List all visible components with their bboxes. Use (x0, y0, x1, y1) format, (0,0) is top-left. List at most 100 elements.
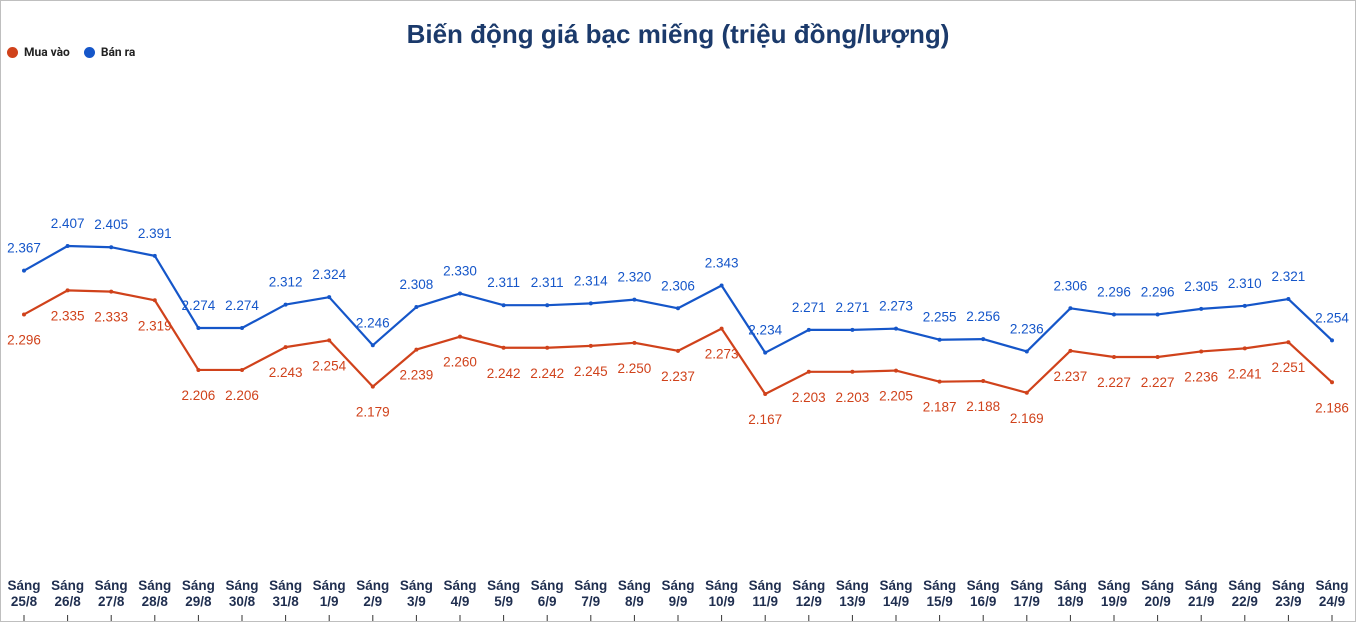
point (1199, 349, 1204, 354)
x-tick-label: Sáng 23/9 (1271, 578, 1305, 609)
point (1330, 338, 1334, 343)
data-label: 2.237 (661, 369, 695, 384)
data-label: 2.273 (879, 299, 913, 314)
data-label: 2.391 (138, 226, 172, 241)
data-label: 2.227 (1097, 375, 1131, 390)
x-tick-label: Sáng 28/8 (138, 578, 172, 609)
point (1242, 303, 1247, 308)
data-label: 2.239 (400, 368, 434, 383)
data-label: 2.251 (1272, 360, 1306, 375)
point (240, 326, 244, 331)
x-tick-label: Sáng 31/8 (269, 578, 303, 609)
x-tick-label: Sáng 1/9 (312, 578, 346, 609)
data-label: 2.179 (356, 405, 390, 420)
data-label: 2.273 (705, 347, 739, 362)
data-label: 2.296 (1141, 284, 1175, 299)
data-label: 2.236 (1010, 321, 1044, 336)
point (937, 337, 942, 342)
x-tick-label: Sáng 20/9 (1141, 578, 1175, 609)
point (850, 369, 855, 374)
point (1024, 349, 1029, 354)
point (1286, 297, 1291, 302)
data-label: 2.311 (487, 275, 520, 290)
legend-item: Mua vào (7, 45, 70, 59)
data-label: 2.271 (792, 300, 826, 315)
data-label: 2.237 (1054, 369, 1088, 384)
data-label: 2.312 (269, 275, 303, 290)
point (806, 369, 811, 374)
series-line (23, 244, 1333, 354)
data-label: 2.324 (312, 267, 346, 282)
data-label: 2.306 (661, 278, 695, 293)
x-tick-label: Sáng 13/9 (835, 578, 869, 609)
point (1068, 348, 1073, 353)
point (676, 348, 680, 353)
data-label: 2.311 (531, 275, 564, 290)
point (152, 253, 157, 258)
data-label: 2.296 (1097, 284, 1131, 299)
data-label: 2.296 (7, 332, 41, 347)
point (632, 340, 637, 345)
point (1112, 312, 1116, 317)
point (414, 347, 419, 352)
point (719, 283, 724, 288)
data-label: 2.335 (51, 308, 85, 323)
point (109, 245, 114, 250)
point (501, 345, 506, 350)
point (763, 392, 768, 396)
point (1112, 355, 1116, 359)
legend-label: Bán ra (100, 45, 136, 59)
point (981, 337, 986, 342)
x-tick-label: Sáng 11/9 (748, 578, 782, 609)
point (763, 350, 768, 355)
point (283, 345, 288, 350)
data-label: 2.274 (182, 298, 216, 313)
point (632, 297, 637, 302)
point (545, 345, 550, 350)
point (1286, 340, 1291, 345)
x-tick-label: Sáng 2/9 (356, 578, 390, 609)
data-label: 2.245 (574, 364, 608, 379)
data-label: 2.343 (705, 255, 739, 270)
x-tick-label: Sáng 9/9 (661, 578, 695, 609)
data-label: 2.305 (1184, 279, 1218, 294)
point (1024, 390, 1029, 395)
point (719, 326, 724, 331)
chart-title: Biến động giá bạc miếng (triệu đồng/lượn… (406, 19, 950, 49)
legend-swatch (7, 46, 18, 58)
point (1155, 355, 1160, 359)
data-label: 2.321 (1272, 269, 1306, 284)
x-tick-label: Sáng 5/9 (487, 578, 521, 609)
point (1155, 312, 1160, 317)
x-tick-label: Sáng 10/9 (705, 578, 739, 609)
point (327, 295, 332, 300)
data-label: 2.242 (487, 366, 521, 381)
data-label: 2.169 (1010, 411, 1044, 426)
legend-swatch (83, 46, 95, 58)
point (109, 289, 114, 294)
point (65, 244, 70, 248)
data-label: 2.256 (966, 309, 1000, 324)
data-label: 2.314 (574, 273, 608, 288)
data-label: 2.242 (530, 366, 564, 381)
point (327, 338, 332, 343)
point (1330, 380, 1334, 385)
point (370, 384, 375, 389)
data-label: 2.206 (182, 388, 216, 403)
x-tick-label: Sáng 6/9 (530, 578, 564, 609)
x-tick-label: Sáng 25/8 (7, 578, 41, 609)
point (676, 306, 680, 311)
data-label: 2.243 (269, 365, 303, 380)
data-label: 2.241 (1228, 366, 1262, 381)
point (22, 268, 26, 273)
data-label: 2.320 (618, 270, 652, 285)
data-label: 2.188 (966, 399, 1000, 414)
x-tick-label: Sáng 18/9 (1053, 578, 1087, 609)
point (588, 343, 593, 348)
data-label: 2.333 (94, 310, 128, 325)
data-label: 2.234 (748, 323, 782, 338)
data-label: 2.254 (1315, 310, 1349, 325)
x-tick-label: Sáng 3/9 (399, 578, 433, 609)
data-label: 2.260 (443, 355, 477, 370)
